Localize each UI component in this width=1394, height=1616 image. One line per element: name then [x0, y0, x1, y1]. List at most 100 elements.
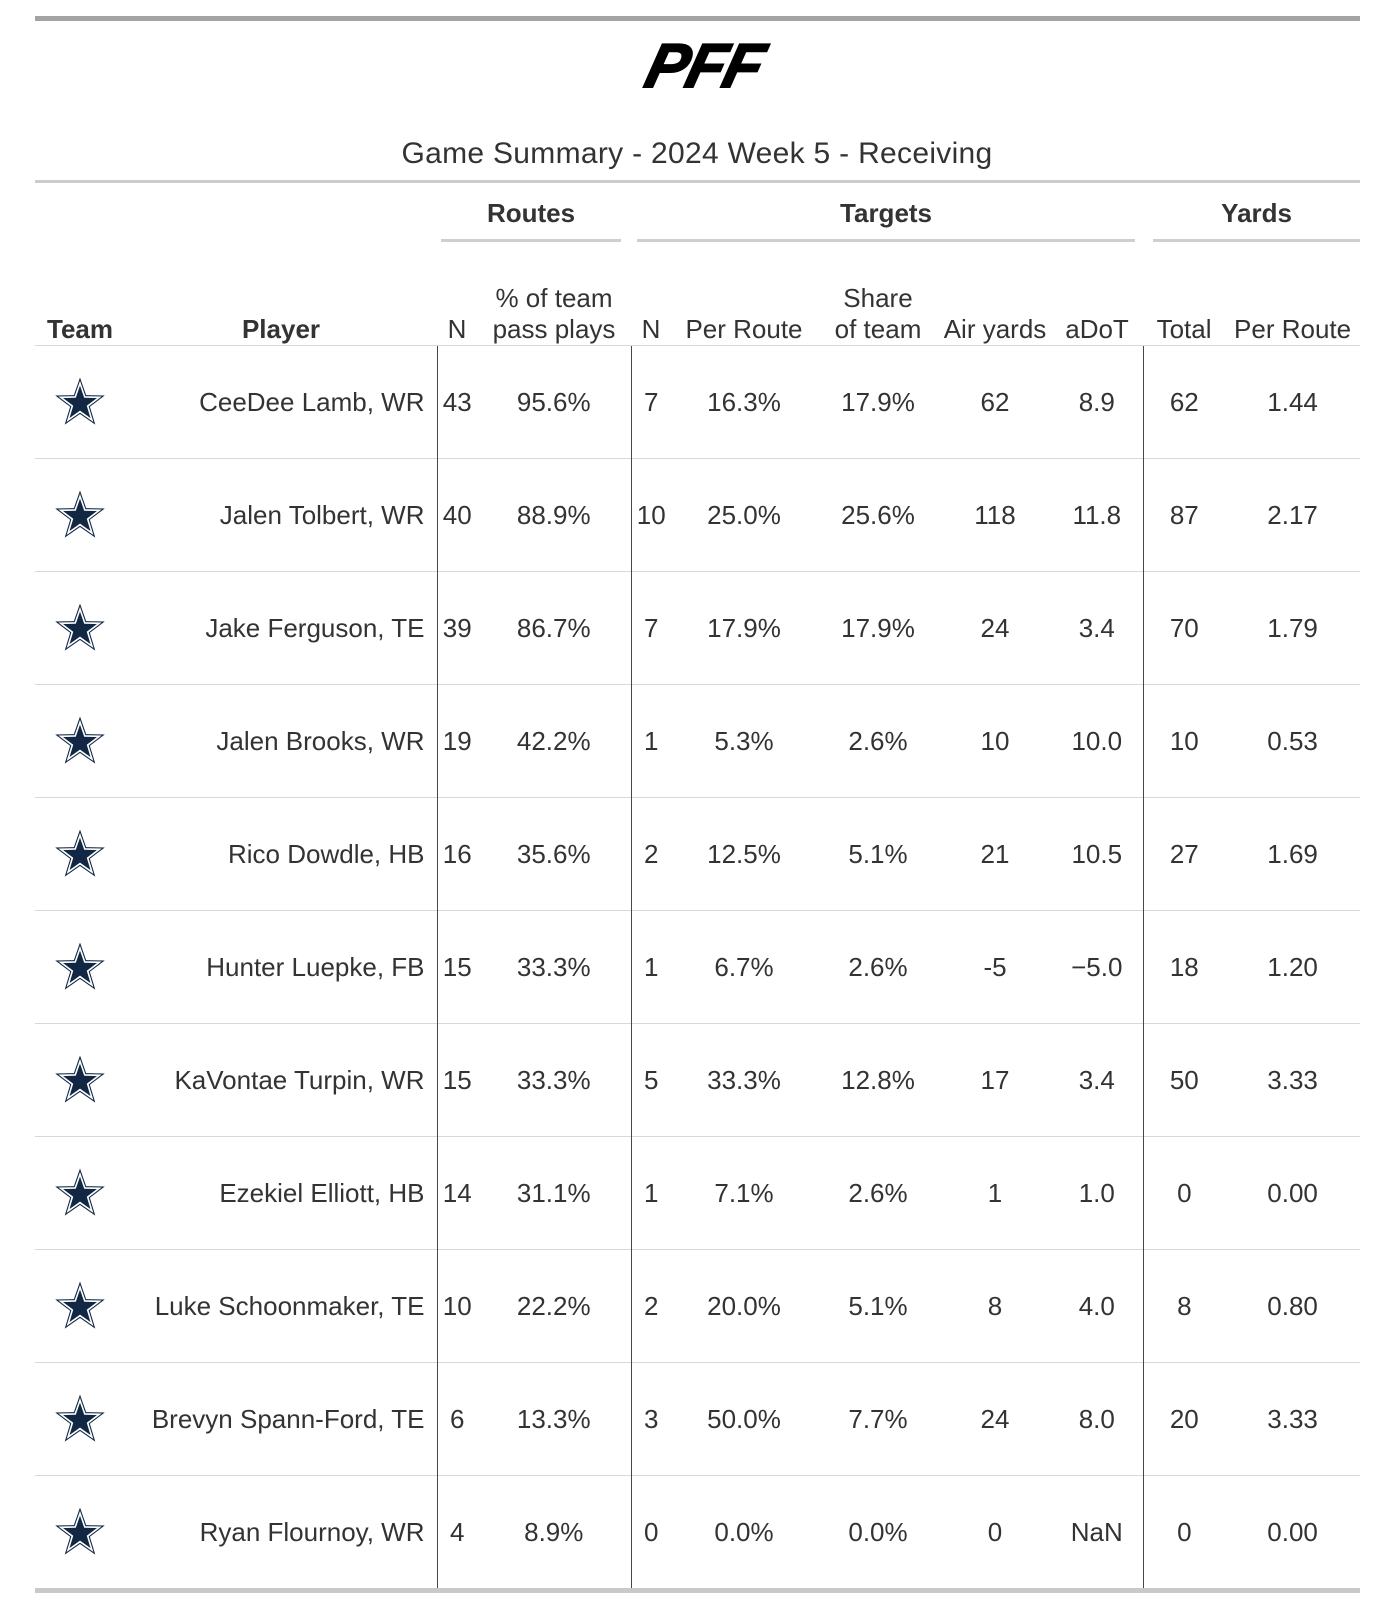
stat-routes-pct: 13.3% — [477, 1362, 631, 1476]
stat-air-yards: 24 — [939, 1362, 1051, 1476]
table-row: Rico Dowdle, HB 16 35.6% 2 12.5% 5.1% 21… — [35, 797, 1361, 911]
cowboys-star-icon — [55, 829, 105, 877]
page-title: Game Summary - 2024 Week 5 - Receiving — [401, 137, 993, 170]
stat-target-share: 17.9% — [817, 345, 939, 459]
stat-targets-n: 2 — [630, 1249, 671, 1363]
stat-yards-total: 27 — [1142, 797, 1226, 911]
col-header-target-share-line1: Share — [843, 283, 913, 313]
col-header-team: Team — [47, 314, 113, 344]
player-name: Jalen Tolbert, WR — [125, 458, 437, 572]
stat-air-yards: 21 — [939, 797, 1051, 911]
stat-adot: 3.4 — [1051, 1023, 1144, 1137]
team-cell — [35, 571, 125, 685]
stat-adot: 8.9 — [1051, 345, 1144, 459]
team-cell — [35, 1475, 125, 1591]
stat-targets-n: 10 — [630, 458, 671, 572]
team-cell — [35, 1249, 125, 1363]
stat-targets-per-route: 20.0% — [671, 1249, 817, 1363]
stat-air-yards: 0 — [939, 1475, 1051, 1591]
cowboys-star-icon — [55, 1394, 105, 1442]
team-cell — [35, 458, 125, 572]
cowboys-star-icon — [55, 1507, 105, 1555]
cowboys-star-icon — [55, 942, 105, 990]
table-header: Routes Targets Yards Team Player N % of … — [35, 183, 1361, 346]
stat-target-share: 2.6% — [817, 684, 939, 798]
stat-adot: 1.0 — [1051, 1136, 1144, 1250]
stat-routes-n: 19 — [436, 684, 477, 798]
header-logo-area: PFF — [0, 37, 1394, 93]
team-cell — [35, 910, 125, 1024]
team-cell — [35, 1362, 125, 1476]
col-header-player: Player — [241, 314, 321, 344]
stat-adot: 10.0 — [1051, 684, 1144, 798]
stat-routes-n: 15 — [436, 1023, 477, 1137]
stat-air-yards: 24 — [939, 571, 1051, 685]
player-name: Rico Dowdle, HB — [125, 797, 437, 911]
stat-adot: −5.0 — [1051, 910, 1144, 1024]
stat-targets-n: 0 — [630, 1475, 671, 1591]
stat-routes-pct: 8.9% — [477, 1475, 631, 1591]
stat-routes-pct: 35.6% — [477, 797, 631, 911]
stat-air-yards: 1 — [939, 1136, 1051, 1250]
stat-routes-pct: 42.2% — [477, 684, 631, 798]
player-name: Jake Ferguson, TE — [125, 571, 437, 685]
stat-yards-total: 10 — [1142, 684, 1226, 798]
group-header-row: Routes Targets Yards — [35, 183, 1361, 242]
stat-routes-pct: 86.7% — [477, 571, 631, 685]
stat-yards-per-route: 1.79 — [1225, 571, 1361, 685]
stat-target-share: 7.7% — [817, 1362, 939, 1476]
table-row: Brevyn Spann-Ford, TE 6 13.3% 3 50.0% 7.… — [35, 1362, 1361, 1476]
stat-yards-per-route: 1.20 — [1225, 910, 1361, 1024]
stat-targets-n: 1 — [630, 1136, 671, 1250]
cowboys-star-icon — [55, 1168, 105, 1216]
stat-air-yards: -5 — [939, 910, 1051, 1024]
col-header-routes-n: N — [447, 314, 467, 344]
stat-yards-total: 70 — [1142, 571, 1226, 685]
stat-targets-per-route: 17.9% — [671, 571, 817, 685]
stat-adot: 3.4 — [1051, 571, 1144, 685]
col-header-targets-n: N — [641, 314, 661, 344]
group-label-routes: Routes — [441, 183, 621, 242]
table-row: KaVontae Turpin, WR 15 33.3% 5 33.3% 12.… — [35, 1023, 1361, 1137]
stat-adot: NaN — [1051, 1475, 1144, 1591]
stat-yards-total: 50 — [1142, 1023, 1226, 1137]
group-header-targets: Targets — [631, 183, 1143, 242]
stat-target-share: 0.0% — [817, 1475, 939, 1591]
table-row: Luke Schoonmaker, TE 10 22.2% 2 20.0% 5.… — [35, 1249, 1361, 1363]
col-header-target-share-line2: of team — [834, 314, 922, 344]
stat-targets-per-route: 16.3% — [671, 345, 817, 459]
table-row: Jalen Tolbert, WR 40 88.9% 10 25.0% 25.6… — [35, 458, 1361, 572]
stat-yards-per-route: 1.44 — [1225, 345, 1361, 459]
stat-target-share: 25.6% — [817, 458, 939, 572]
stat-air-yards: 62 — [939, 345, 1051, 459]
stat-adot: 8.0 — [1051, 1362, 1144, 1476]
stat-targets-n: 1 — [630, 684, 671, 798]
stat-routes-n: 43 — [436, 345, 477, 459]
stat-targets-per-route: 50.0% — [671, 1362, 817, 1476]
player-name: Brevyn Spann-Ford, TE — [125, 1362, 437, 1476]
stat-yards-total: 20 — [1142, 1362, 1226, 1476]
stat-routes-n: 10 — [436, 1249, 477, 1363]
col-header-routes-pct-line2: pass plays — [492, 314, 616, 344]
player-name: Hunter Luepke, FB — [125, 910, 437, 1024]
stat-yards-per-route: 3.33 — [1225, 1362, 1361, 1476]
col-header-yards-total: Total — [1156, 314, 1212, 344]
stat-yards-per-route: 0.00 — [1225, 1475, 1361, 1591]
stat-targets-n: 2 — [630, 797, 671, 911]
table-body: CeeDee Lamb, WR 43 95.6% 7 16.3% 17.9% 6… — [35, 345, 1361, 1591]
team-cell — [35, 1136, 125, 1250]
stat-routes-pct: 95.6% — [477, 345, 631, 459]
stat-targets-per-route: 33.3% — [671, 1023, 817, 1137]
stat-adot: 11.8 — [1051, 458, 1144, 572]
col-header-routes-pct: % of team pass plays — [477, 242, 631, 346]
table-row: Ryan Flournoy, WR 4 8.9% 0 0.0% 0.0% 0 N… — [35, 1475, 1361, 1591]
stat-air-yards: 17 — [939, 1023, 1051, 1137]
group-header-spacer — [35, 183, 437, 242]
group-label-targets: Targets — [637, 183, 1136, 242]
stat-yards-per-route: 0.80 — [1225, 1249, 1361, 1363]
stat-targets-n: 5 — [630, 1023, 671, 1137]
col-header-air-yards: Air yards — [943, 314, 1047, 344]
pff-logo: PFF — [638, 37, 774, 93]
stat-target-share: 2.6% — [817, 1136, 939, 1250]
stat-yards-per-route: 2.17 — [1225, 458, 1361, 572]
